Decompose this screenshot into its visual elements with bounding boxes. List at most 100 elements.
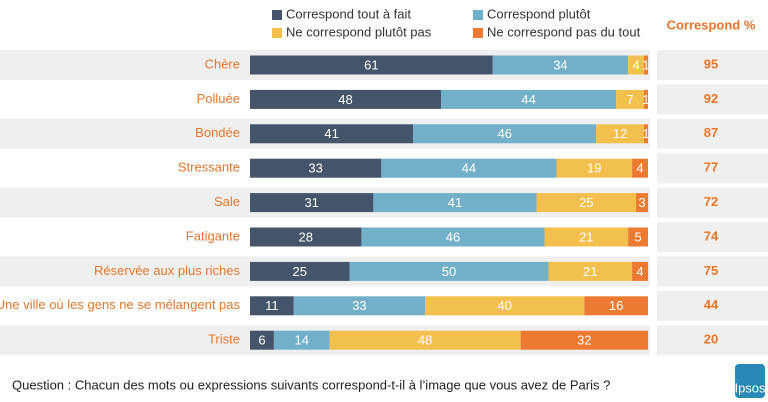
data-label: 31 bbox=[304, 195, 318, 210]
data-label: 19 bbox=[587, 161, 601, 176]
summary-value: 20 bbox=[704, 332, 718, 347]
data-label: 33 bbox=[308, 161, 322, 176]
bar-segment bbox=[250, 89, 442, 109]
category-label: Sale bbox=[214, 194, 240, 209]
category-label: Triste bbox=[208, 332, 240, 347]
bar-segment bbox=[632, 261, 648, 281]
summary-band bbox=[657, 290, 768, 321]
bar-segment bbox=[520, 330, 648, 350]
category-label: Réservée aux plus riches bbox=[94, 263, 240, 278]
bar-segment bbox=[250, 158, 382, 178]
summary-band bbox=[657, 153, 768, 184]
summary-value: 74 bbox=[704, 228, 719, 243]
bar-segment bbox=[329, 330, 521, 350]
category-label: Bondée bbox=[195, 125, 240, 140]
legend-label: Correspond plutôt bbox=[487, 6, 591, 21]
bar-segment bbox=[250, 330, 274, 350]
summary-band bbox=[657, 187, 768, 218]
summary-band bbox=[657, 84, 768, 115]
bar-segment bbox=[628, 55, 645, 75]
bar-segment bbox=[492, 55, 629, 75]
data-label: 48 bbox=[338, 92, 352, 107]
data-label: 7 bbox=[626, 92, 633, 107]
data-label: 44 bbox=[521, 92, 535, 107]
logo: Ipsos bbox=[734, 380, 766, 395]
bar-segment bbox=[349, 261, 549, 281]
summary-band bbox=[657, 222, 768, 252]
bar-segment bbox=[644, 89, 648, 109]
category-label: Chère bbox=[205, 56, 240, 71]
data-label: 33 bbox=[352, 298, 366, 313]
data-label: 25 bbox=[293, 264, 307, 279]
bar-segment bbox=[596, 124, 645, 144]
summary-value: 87 bbox=[704, 125, 718, 140]
data-label: 41 bbox=[448, 195, 462, 210]
bar-segment bbox=[250, 124, 414, 144]
bar-segment bbox=[548, 261, 633, 281]
legend-swatch bbox=[473, 28, 483, 38]
legend-swatch bbox=[473, 10, 483, 20]
bar-segment bbox=[616, 89, 645, 109]
bar-segment bbox=[536, 193, 637, 213]
data-label: 44 bbox=[462, 161, 476, 176]
bar-segment bbox=[361, 227, 545, 247]
bar-segment bbox=[425, 296, 585, 316]
data-label: 28 bbox=[298, 229, 312, 244]
data-label: 16 bbox=[609, 298, 623, 313]
category-label: Une ville où les gens ne se mélangent pa… bbox=[0, 297, 240, 312]
data-label: 61 bbox=[364, 57, 378, 72]
data-label: 14 bbox=[295, 333, 309, 348]
footnote: Question : Chacun des mots ou expression… bbox=[12, 377, 610, 392]
bar-segment bbox=[250, 296, 294, 316]
data-label: 32 bbox=[577, 333, 591, 348]
bar-segment bbox=[441, 89, 617, 109]
bar-segment bbox=[250, 261, 350, 281]
bar-segment bbox=[556, 158, 633, 178]
data-label: 41 bbox=[324, 126, 338, 141]
legend-label: Correspond tout à fait bbox=[286, 6, 411, 21]
data-label: 5 bbox=[634, 229, 641, 244]
data-label: 50 bbox=[442, 264, 456, 279]
logo-box bbox=[735, 364, 765, 398]
bar-segment bbox=[636, 193, 648, 213]
summary-band bbox=[657, 50, 768, 80]
bar-segment bbox=[644, 55, 648, 75]
data-label: 3 bbox=[638, 195, 645, 210]
summary-band bbox=[657, 118, 768, 149]
data-label: 4 bbox=[632, 57, 639, 72]
bar-segment bbox=[413, 124, 597, 144]
data-label: 1 bbox=[642, 126, 649, 141]
data-label: 46 bbox=[497, 126, 511, 141]
bar-segment bbox=[250, 55, 493, 75]
bar-segment bbox=[584, 296, 648, 316]
summary-value: 92 bbox=[704, 91, 718, 106]
data-label: 46 bbox=[446, 229, 460, 244]
bar-segment bbox=[250, 227, 362, 247]
data-label: 25 bbox=[579, 195, 593, 210]
legend-label: Ne correspond plutôt pas bbox=[286, 24, 432, 39]
summary-value: 77 bbox=[704, 160, 718, 175]
bar-segment bbox=[381, 158, 557, 178]
data-label: 4 bbox=[636, 264, 643, 279]
bar-segment bbox=[632, 158, 648, 178]
bar-segment bbox=[293, 296, 426, 316]
data-label: 40 bbox=[497, 298, 511, 313]
legend-swatch bbox=[272, 28, 282, 38]
category-label: Stressante bbox=[178, 160, 240, 175]
bar-segment bbox=[544, 227, 629, 247]
bar-segment bbox=[628, 227, 648, 247]
summary-value: 72 bbox=[704, 194, 718, 209]
bar-segment bbox=[373, 193, 537, 213]
bar-segment bbox=[644, 124, 648, 144]
legend-swatch bbox=[272, 10, 282, 20]
summary-band bbox=[657, 325, 768, 356]
data-label: 48 bbox=[418, 333, 432, 348]
bar-segment bbox=[250, 193, 374, 213]
data-label: 34 bbox=[553, 57, 567, 72]
summary-value: 44 bbox=[704, 297, 719, 312]
data-label: 4 bbox=[636, 161, 643, 176]
legend-label: Ne correspond pas du tout bbox=[487, 24, 641, 39]
data-label: 12 bbox=[613, 126, 627, 141]
bar-segment bbox=[273, 330, 330, 350]
